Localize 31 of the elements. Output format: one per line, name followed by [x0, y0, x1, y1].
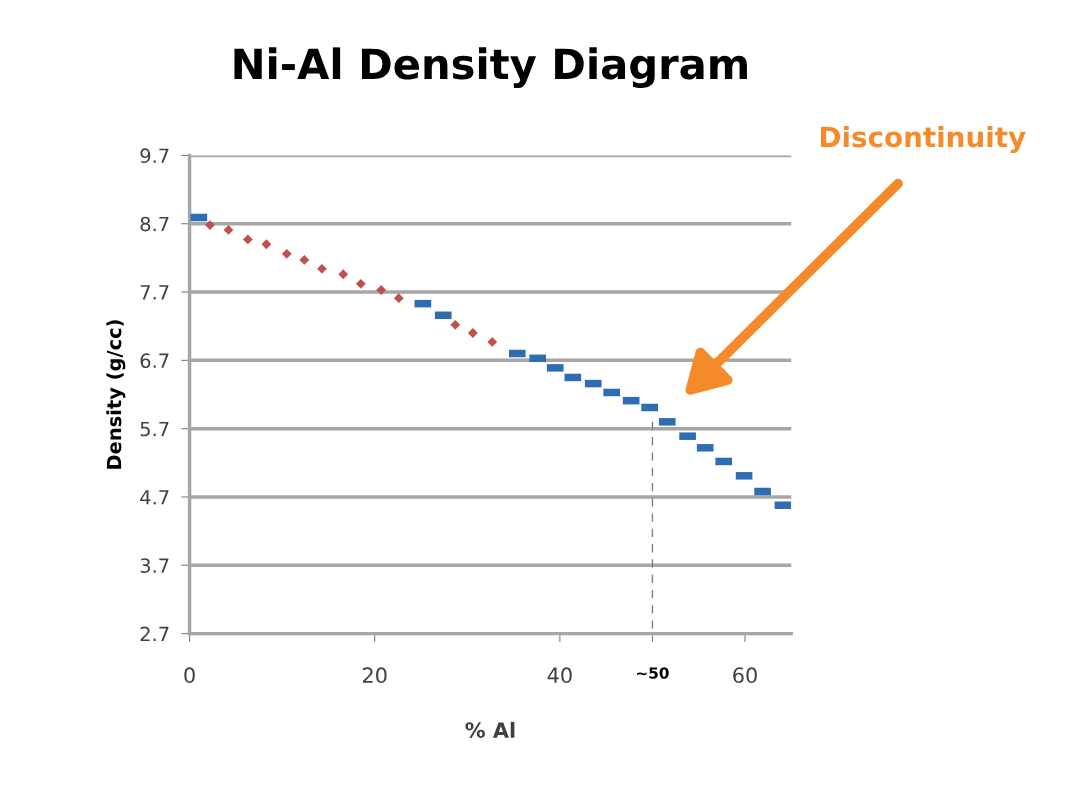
- text: Discontinuity: [820, 125, 1026, 154]
- y-tick-label: 9.7: [140, 148, 169, 164]
- point: [338, 269, 349, 280]
- x-tick-label: ~50: [637, 667, 669, 679]
- x-axis-title: % Al: [465, 721, 515, 738]
- x-tick-label: 40: [547, 667, 572, 684]
- point: [393, 293, 404, 304]
- point: [205, 220, 215, 231]
- point: [355, 278, 366, 289]
- y-tick-label: 2.7: [140, 626, 169, 641]
- point: [261, 239, 272, 250]
- y-axis-title: Density (g/cc): [106, 320, 126, 469]
- y-tick-label: 7.7: [140, 285, 169, 300]
- y-tick-label: 3.7: [140, 558, 169, 573]
- chart-title: Ni-Al Density Diagram: [234, 47, 747, 89]
- point: [223, 224, 234, 235]
- point: [281, 248, 292, 259]
- point: [487, 337, 498, 347]
- point: [317, 263, 327, 274]
- point: [242, 234, 253, 245]
- point: [467, 328, 478, 338]
- x-tick-label: 60: [733, 667, 757, 684]
- point: [450, 319, 461, 330]
- x-tick-label: 20: [362, 667, 387, 684]
- y-tick-label: 6.7: [140, 353, 169, 369]
- point: [299, 255, 310, 265]
- y-tick-label: 8.7: [140, 216, 169, 232]
- y-tick-label: 4.7: [140, 490, 169, 505]
- x-tick-label: 0: [184, 667, 195, 684]
- point: [376, 285, 387, 295]
- y-tick-label: 5.7: [140, 421, 169, 437]
